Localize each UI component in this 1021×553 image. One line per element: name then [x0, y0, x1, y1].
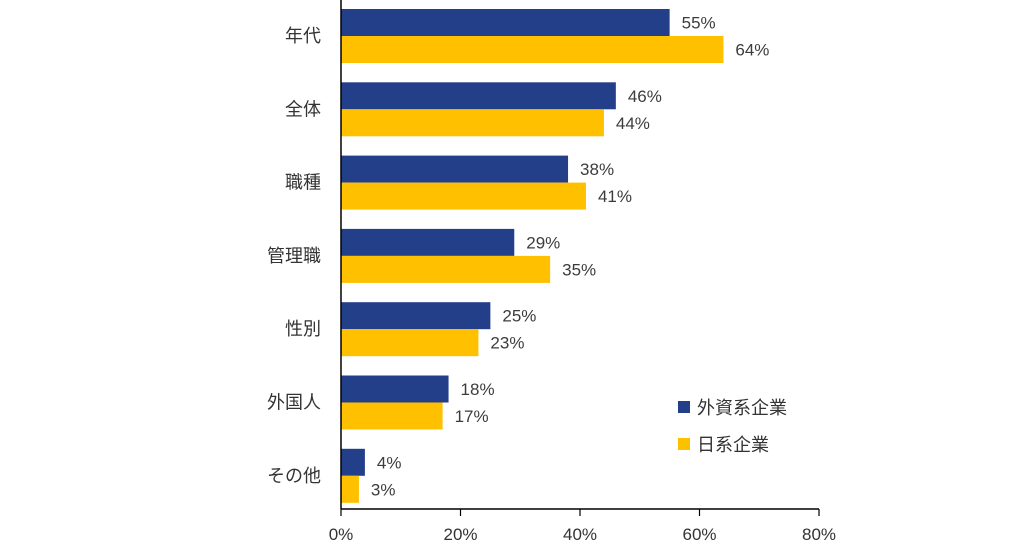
data-label-japanese-5: 17%	[455, 407, 489, 426]
x-axis-ticks-group: 0% 20% 40% 60% 80%	[329, 509, 836, 544]
bar-foreign-1	[341, 82, 616, 110]
category-label-0: 年代	[285, 26, 321, 47]
category-label-6: その他	[267, 466, 321, 487]
bar-foreign-3	[341, 228, 515, 256]
category-label-1: 全体	[285, 99, 321, 120]
legend-label-1: 日系企業	[697, 435, 769, 456]
bar-japanese-4	[341, 329, 479, 357]
data-labels-group: 55% 64% 46% 44% 38% 41% 29%35% 25% 23% 18% 17% 4% 3%	[371, 14, 770, 500]
x-tick-label-3: 60%	[682, 525, 716, 544]
data-label-japanese-1: 44%	[616, 114, 650, 133]
legend-label-0: 外資系企業	[697, 398, 787, 419]
legend-swatch-0	[678, 401, 690, 413]
x-tick-label-2: 40%	[563, 525, 597, 544]
data-label-foreign-6: 4%	[377, 453, 402, 472]
data-label-foreign-0: 55%	[682, 14, 716, 33]
bars-group	[341, 9, 724, 503]
bar-foreign-0	[341, 9, 670, 36]
bar-japanese-0	[341, 36, 724, 63]
bar-japanese-5	[341, 402, 443, 430]
data-label-foreign-2: 38%	[580, 160, 614, 179]
bar-foreign-4	[341, 302, 491, 330]
bar-foreign-6	[341, 448, 365, 476]
legend-swatch-1	[678, 438, 690, 450]
data-label-foreign-4: 25%	[502, 307, 536, 326]
data-label-japanese-4: 23%	[490, 334, 524, 353]
category-label-2: 職種	[285, 173, 321, 194]
data-label-japanese-2: 41%	[598, 187, 632, 206]
bar-japanese-1	[341, 109, 604, 137]
data-label-foreign-1: 46%	[628, 87, 662, 106]
x-tick-label-1: 20%	[443, 525, 477, 544]
bar-japanese-3	[341, 255, 551, 283]
bar-japanese-6	[341, 475, 359, 503]
bar-foreign-5	[341, 375, 449, 403]
data-label-japanese-0: 64%	[735, 41, 769, 60]
data-label-japanese-6: 3%	[371, 480, 396, 499]
category-label-4: 性別	[285, 319, 321, 340]
x-tick-label-4: 80%	[802, 525, 836, 544]
bar-japanese-2	[341, 182, 586, 210]
bar-foreign-2	[341, 155, 569, 183]
data-label-foreign-5: 18%	[461, 380, 495, 399]
data-label-japanese-3: 35%	[562, 260, 596, 279]
category-label-3: 管理職	[267, 246, 321, 267]
category-label-5: 外国人	[267, 393, 321, 414]
x-tick-label-0: 0%	[329, 525, 354, 544]
data-label-foreign-3: 29%	[526, 233, 560, 252]
